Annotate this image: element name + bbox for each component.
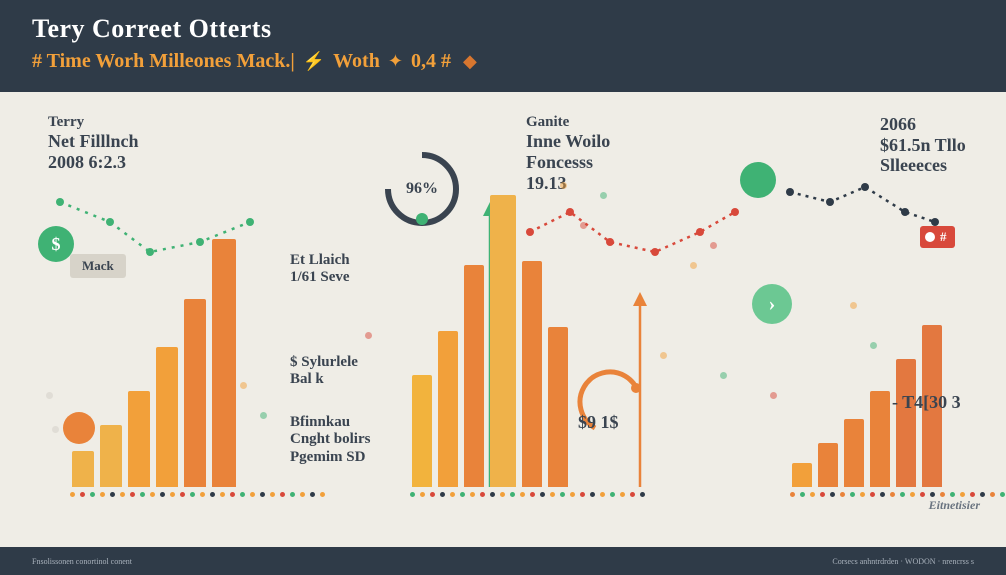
label-block: $ Sylurlele Bal k <box>290 354 358 389</box>
label-line: Terry <box>48 114 139 131</box>
scatter-dot <box>240 382 247 389</box>
header-bar: Tery Correet Otterts # Time Worh Milleon… <box>0 0 1006 92</box>
circle-icon: › <box>752 284 792 324</box>
scatter-dot <box>720 372 727 379</box>
bar <box>72 451 94 487</box>
subtitle-tag-1: Woth <box>333 50 380 73</box>
bar-group-mid <box>412 195 568 487</box>
label-block: BfinnkauCnght bolirsPgemim SD <box>290 414 370 466</box>
scatter-dot <box>710 242 717 249</box>
chart-canvas: Eitnetisier 96%$›Mack#TerryNet Filllnch2… <box>0 92 1006 547</box>
label-line: Foncesss <box>526 152 610 173</box>
label-line: Bal k <box>290 371 358 388</box>
scatter-dot <box>770 392 777 399</box>
label-line: - T4[30 3 <box>892 392 961 413</box>
bar <box>844 419 864 487</box>
bar <box>522 261 542 487</box>
bar <box>128 391 150 487</box>
page: Tery Correet Otterts # Time Worh Milleon… <box>0 0 1006 575</box>
circle-icon: $ <box>38 226 74 262</box>
trend-right-dark <box>790 187 935 222</box>
label-line: Inne Woilo <box>526 131 610 152</box>
bar <box>464 265 484 487</box>
gauge-value: 96% <box>406 180 438 198</box>
label-line: $61.5n Tllo <box>880 135 966 156</box>
label-line: $9 1$ <box>578 412 619 433</box>
bar <box>212 239 236 487</box>
spark-icon: ✦ <box>388 51 403 72</box>
label-block: TerryNet Filllnch2008 6:2.3 <box>48 114 139 173</box>
lightning-icon: ⚡ <box>303 51 325 72</box>
label-block: Et Llaich1/61 Seve <box>290 252 350 287</box>
scatter-dot <box>260 412 267 419</box>
diamond-icon: ◆ <box>463 51 477 72</box>
label-line: Pgemim SD <box>290 449 370 466</box>
footer-left: Fnsolissonen conortinol conent <box>32 557 132 566</box>
label-line: 2066 <box>880 114 966 135</box>
label-line: 19.13 <box>526 173 610 194</box>
label-line: 1/61 Seve <box>290 269 350 286</box>
bar <box>100 425 122 487</box>
bar <box>156 347 178 487</box>
bar <box>870 391 890 487</box>
tag-pill: Mack <box>70 254 126 278</box>
scatter-dot <box>870 342 877 349</box>
axis-ticks <box>410 492 645 497</box>
label-line: Cnght bolirs <box>290 431 370 448</box>
label-line: Ganite <box>526 114 610 131</box>
page-title: Tery Correet Otterts <box>32 14 974 44</box>
scatter-dot <box>46 392 53 399</box>
gauge-top: 96% <box>380 147 464 231</box>
circle-icon <box>740 162 776 198</box>
label-line: Slleeeces <box>880 155 966 176</box>
alert-badge: # <box>920 226 955 248</box>
label-block: $9 1$ <box>578 412 619 433</box>
scatter-dot <box>850 302 857 309</box>
footer-right: Corsecs anhntrdrden · WODON · nrencrss s <box>832 557 974 566</box>
label-block: GaniteInne WoiloFoncesss19.13 <box>526 114 610 193</box>
label-line: Net Filllnch <box>48 131 139 152</box>
bar <box>548 327 568 487</box>
scatter-dot <box>600 192 607 199</box>
label-line: 2008 6:2.3 <box>48 152 139 173</box>
axis-ticks <box>70 492 325 497</box>
subtitle-text: # Time Worh Milleones Mack.| <box>32 50 295 73</box>
footer-bar: Fnsolissonen conortinol conent Corsecs a… <box>0 547 1006 575</box>
bar <box>818 443 838 487</box>
bar <box>896 359 916 487</box>
scatter-dot <box>690 262 697 269</box>
label-line: Et Llaich <box>290 252 350 269</box>
subtitle-row: # Time Worh Milleones Mack.| ⚡ Woth ✦ 0,… <box>32 50 974 73</box>
bar <box>792 463 812 487</box>
label-line: $ Sylurlele <box>290 354 358 371</box>
subtitle-tag-2: 0,4 # <box>411 50 451 73</box>
bar <box>490 195 516 487</box>
label-line: Bfinnkau <box>290 414 370 431</box>
credit-text: Eitnetisier <box>929 498 980 513</box>
scatter-dot <box>580 222 587 229</box>
circle-icon <box>63 412 95 444</box>
axis-ticks <box>790 492 1005 497</box>
scatter-dot <box>365 332 372 339</box>
label-block: 2066$61.5n TlloSlleeeces <box>880 114 966 176</box>
scatter-dot <box>560 182 567 189</box>
bar <box>184 299 206 487</box>
scatter-dot <box>52 426 59 433</box>
bar <box>438 331 458 487</box>
scatter-dot <box>660 352 667 359</box>
label-block: - T4[30 3 <box>892 392 961 413</box>
bar <box>412 375 432 487</box>
